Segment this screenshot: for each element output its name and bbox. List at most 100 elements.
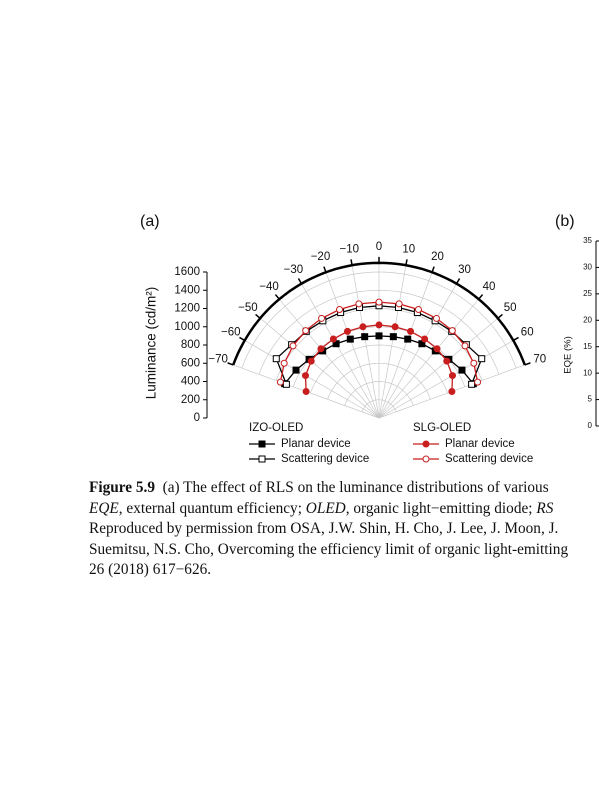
spoke — [378, 272, 433, 419]
panel-label: (a) — [140, 213, 160, 230]
caption-text: RS — [536, 499, 554, 517]
marker — [280, 359, 288, 367]
caption-text: (a) The effect of RLS on the luminance d… — [155, 479, 549, 496]
spoke — [378, 265, 407, 419]
marker — [470, 359, 478, 367]
caption-line: EQE, external quantum efficiency; OLED, … — [89, 499, 599, 520]
marker — [433, 345, 441, 353]
spoke — [325, 272, 380, 419]
caption-line: Suemitsu, N.S. Cho, Overcoming the effic… — [89, 540, 599, 561]
panel-label: (b) — [555, 213, 575, 230]
y-tick-label: 1400 — [174, 284, 200, 296]
marker — [336, 306, 344, 314]
marker — [407, 327, 415, 335]
caption-line: 26 (2018) 617−626. — [89, 560, 599, 581]
angle-label: 70 — [533, 354, 546, 366]
marker — [478, 355, 486, 363]
marker — [346, 335, 354, 343]
legend-label: Scattering device — [445, 453, 533, 465]
marker — [443, 357, 451, 365]
marker — [448, 372, 456, 380]
legend-label: Planar device — [281, 438, 351, 450]
spoke — [378, 298, 479, 419]
marker — [404, 335, 412, 343]
marker — [302, 372, 310, 380]
marker — [389, 333, 397, 341]
y-tick-label: 1000 — [174, 321, 200, 333]
angle-tick — [524, 362, 531, 366]
caption-text: EQE — [89, 499, 119, 517]
marker — [302, 387, 310, 395]
legend-group-title: SLG-OLED — [413, 422, 471, 434]
marker — [329, 335, 337, 343]
y-tick-label: 1200 — [174, 303, 200, 315]
marker — [343, 327, 351, 335]
y-tick-label: 0 — [588, 421, 593, 430]
marker — [474, 378, 482, 386]
angle-label: 10 — [402, 244, 415, 256]
caption-text: , organic light−emitting diode; — [345, 499, 537, 517]
legend-label: Planar device — [445, 438, 515, 450]
marker — [421, 335, 429, 343]
marker — [258, 455, 266, 463]
caption-line: Figure 5.9 (a) The effect of RLS on the … — [89, 478, 599, 499]
marker — [302, 327, 310, 335]
y-tick-label: 400 — [181, 376, 200, 388]
angle-label: −70 — [208, 354, 228, 366]
angle-label: −60 — [221, 326, 241, 338]
angle-tick — [227, 362, 234, 366]
spoke — [279, 298, 380, 419]
marker — [391, 323, 399, 331]
y-tick-label: 10 — [583, 368, 592, 377]
angle-label: 60 — [521, 326, 534, 338]
caption-text: OLED — [305, 499, 346, 517]
marker — [432, 314, 440, 322]
y-tick-label: 200 — [181, 394, 200, 406]
caption-line: Reproduced by permission from OSA, J.W. … — [89, 519, 599, 540]
legend-group-title: IZO-OLED — [249, 422, 303, 434]
spoke — [378, 340, 514, 419]
angle-label: 40 — [483, 281, 496, 293]
caption-text: Reproduced by permission from OSA, J.W. … — [89, 520, 559, 537]
marker — [422, 440, 430, 448]
figure: (a)−70−60−50−40−30−20−10 0 102030405060700… — [140, 213, 599, 465]
marker — [359, 323, 367, 331]
angle-label: −30 — [284, 264, 304, 276]
marker — [458, 366, 466, 374]
marker — [258, 440, 266, 448]
marker — [307, 357, 315, 365]
marker — [355, 300, 363, 308]
angle-label: −10 — [340, 244, 360, 256]
marker — [375, 298, 383, 306]
angle-label: −50 — [238, 302, 258, 314]
caption-text: Suemitsu, N.S. Cho, Overcoming the effic… — [89, 540, 569, 558]
y-tick-label: 5 — [588, 395, 593, 404]
y-tick-label: 25 — [583, 289, 592, 298]
y-tick-label: 800 — [181, 339, 200, 351]
spoke — [351, 265, 380, 419]
caption-text: 26 (2018) 617−626. — [89, 561, 212, 578]
y-axis-label: EQE (%) — [563, 336, 574, 373]
y-tick-label: 35 — [583, 236, 592, 245]
marker — [395, 300, 403, 308]
caption-text: , external quantum efficiency; — [118, 499, 306, 517]
y-tick-label: 30 — [583, 263, 592, 272]
marker — [282, 380, 290, 388]
legend-label: Scattering device — [281, 453, 369, 465]
angle-label: 20 — [431, 251, 444, 263]
y-axis-label: Luminance (cd/m²) — [144, 287, 159, 400]
marker — [448, 327, 456, 335]
marker — [461, 342, 469, 350]
y-tick-label: 600 — [181, 357, 200, 369]
marker — [414, 306, 422, 314]
marker — [317, 345, 325, 353]
marker — [289, 342, 297, 350]
caption: Figure 5.9 (a) The effect of RLS on the … — [89, 478, 599, 581]
spoke — [301, 283, 380, 419]
marker — [422, 455, 430, 463]
angle-label: −20 — [311, 251, 331, 263]
spoke — [244, 340, 380, 419]
marker — [375, 321, 383, 329]
spoke — [259, 318, 380, 419]
